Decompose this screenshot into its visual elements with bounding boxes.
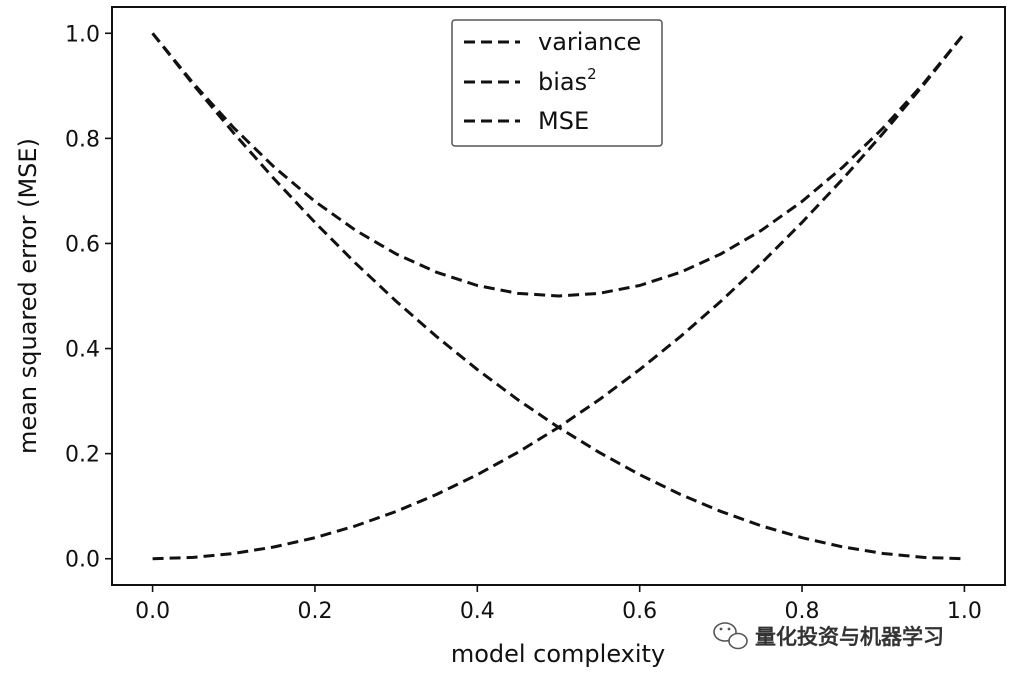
- x-tick-label: 0.2: [297, 599, 332, 624]
- x-tick-label: 0.6: [622, 599, 657, 624]
- legend: variance bias2 MSE: [451, 19, 663, 147]
- legend-label-mse: MSE: [538, 107, 589, 135]
- y-axis-ticks: 0.0 0.2 0.4 0.6 0.8 1.0: [65, 22, 112, 573]
- x-axis-label: model complexity: [451, 640, 665, 668]
- y-tick-label: 0.4: [65, 338, 100, 363]
- x-tick-label: 0.8: [785, 599, 820, 624]
- legend-label-variance: variance: [538, 28, 641, 56]
- y-tick-label: 0.6: [65, 232, 100, 257]
- legend-label-bias: bias2: [538, 65, 597, 96]
- y-tick-label: 1.0: [65, 22, 100, 47]
- x-axis-ticks: 0.0 0.2 0.4 0.6 0.8 1.0: [135, 585, 982, 624]
- y-tick-label: 0.0: [65, 548, 100, 573]
- plot-frame: [111, 6, 1006, 586]
- series-line-bias: [151, 32, 965, 561]
- watermark: 量化投资与机器学习: [713, 622, 944, 650]
- legend-box: [451, 19, 663, 147]
- wechat-icon: [713, 622, 748, 650]
- series-layer: [151, 32, 966, 561]
- x-tick-label: 0.0: [135, 599, 170, 624]
- legend-label-bias-text: bias: [538, 68, 587, 96]
- x-tick-label: 1.0: [947, 599, 982, 624]
- legend-label-bias-superscript: 2: [587, 65, 597, 83]
- x-tick-label: 0.4: [460, 599, 495, 624]
- series-line-mse: [151, 32, 966, 298]
- y-tick-label: 0.8: [65, 127, 100, 152]
- y-tick-label: 0.2: [65, 443, 100, 468]
- y-axis-label: mean squared error (MSE): [14, 138, 42, 454]
- watermark-text: 量化投资与机器学习: [755, 625, 944, 649]
